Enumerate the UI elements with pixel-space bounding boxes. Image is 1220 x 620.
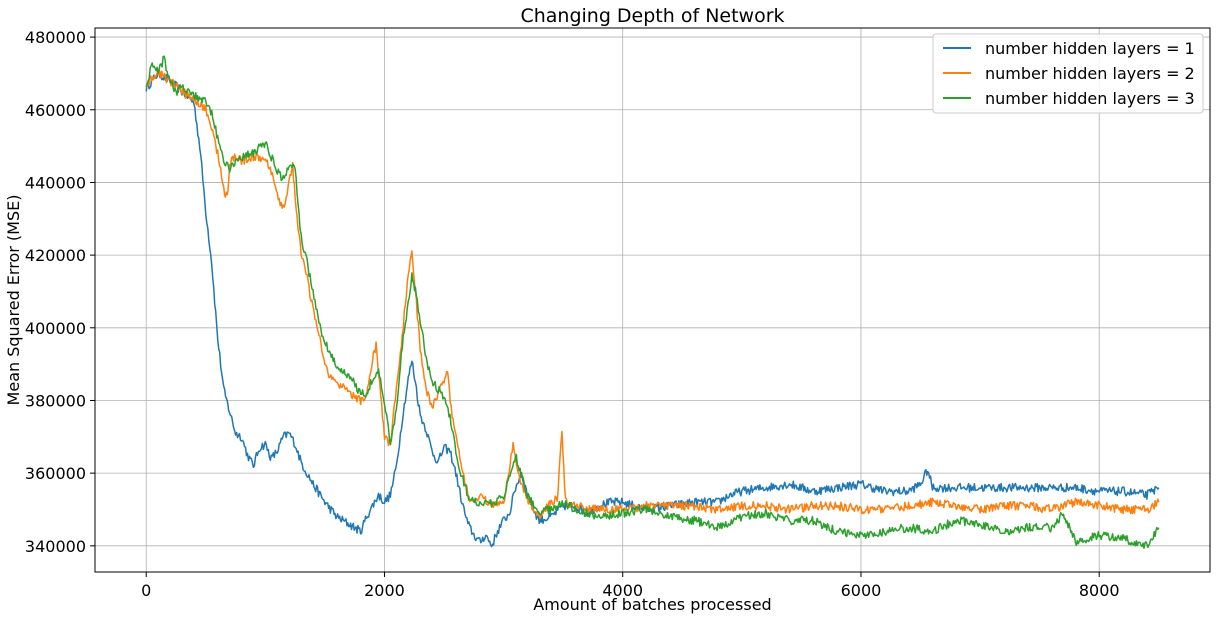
grid-lines — [95, 28, 1210, 572]
y-tick-label: 480000 — [25, 28, 86, 47]
axis-ticks: 0 2000 4000 6000 8000 340000 360000 380000 40000… — [25, 28, 1120, 600]
y-tick-label: 440000 — [25, 173, 86, 192]
x-tick-label: 6000 — [841, 581, 882, 600]
legend-items: number hidden layers = 1 number hidden la… — [943, 39, 1195, 108]
legend-label-3: number hidden layers = 3 — [985, 89, 1195, 108]
y-tick-label: 360000 — [25, 464, 86, 483]
legend-label-2: number hidden layers = 2 — [985, 64, 1195, 83]
y-tick-label: 420000 — [25, 246, 86, 265]
y-tick-label: 400000 — [25, 319, 86, 338]
x-tick-label: 0 — [141, 581, 151, 600]
series-line-3 — [145, 55, 1160, 550]
legend-box — [932, 33, 1204, 114]
y-axis-label: Mean Squared Error (MSE) — [4, 195, 23, 406]
series-line-2 — [145, 70, 1160, 520]
axes-frame — [94, 27, 1211, 573]
y-tick-label: 340000 — [25, 537, 86, 556]
chart-title: Changing Depth of Network — [520, 5, 784, 27]
plot-series — [145, 55, 1160, 550]
legend-label-1: number hidden layers = 1 — [985, 39, 1195, 58]
x-tick-label: 4000 — [602, 581, 643, 600]
y-tick-label: 380000 — [25, 391, 86, 410]
x-tick-label: 2000 — [364, 581, 405, 600]
y-tick-label: 460000 — [25, 101, 86, 120]
legend: number hidden layers = 1 number hidden la… — [932, 33, 1204, 114]
x-tick-label: 8000 — [1079, 581, 1120, 600]
x-axis-label: Amount of batches processed — [533, 595, 771, 614]
